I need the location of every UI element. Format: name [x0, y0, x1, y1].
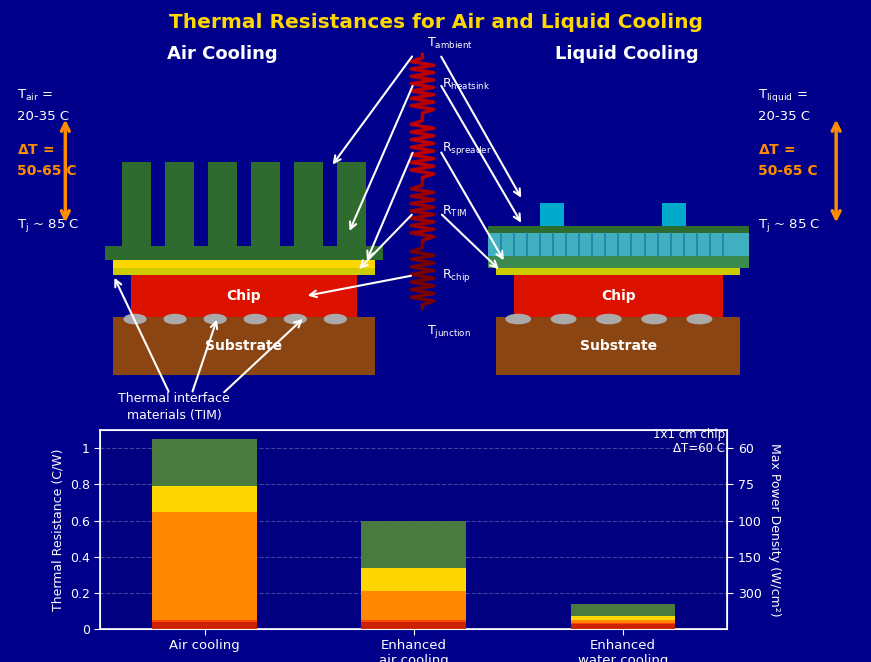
Ellipse shape — [642, 314, 666, 324]
Bar — [165, 162, 193, 246]
Bar — [496, 317, 740, 375]
Ellipse shape — [551, 314, 576, 324]
Text: R$_{\rm chip}$: R$_{\rm chip}$ — [442, 267, 470, 284]
Ellipse shape — [597, 314, 621, 324]
Bar — [294, 162, 323, 246]
Bar — [571, 622, 675, 624]
Text: Chip: Chip — [226, 289, 261, 303]
Text: Thermal interface
materials (TIM): Thermal interface materials (TIM) — [118, 392, 230, 422]
Bar — [361, 620, 466, 622]
Bar — [105, 246, 383, 260]
Text: T$_{\rm liquid}$ =: T$_{\rm liquid}$ = — [758, 87, 807, 105]
Text: Substrate: Substrate — [206, 339, 282, 353]
Bar — [488, 256, 749, 267]
Bar — [571, 604, 675, 616]
Text: 20-35 C: 20-35 C — [17, 111, 70, 123]
Y-axis label: Max Power Density (W/cm²): Max Power Density (W/cm²) — [768, 443, 781, 616]
Text: ΔT=60 C: ΔT=60 C — [673, 442, 726, 455]
Bar — [496, 267, 740, 275]
Text: R$_{\rm spreader}$: R$_{\rm spreader}$ — [442, 140, 491, 156]
Bar — [152, 487, 257, 512]
Text: Thermal Resistances for Air and Liquid Cooling: Thermal Resistances for Air and Liquid C… — [168, 13, 703, 32]
Ellipse shape — [164, 314, 186, 324]
Text: 50-65 C: 50-65 C — [17, 164, 77, 178]
Y-axis label: Thermal Resistance (C/W): Thermal Resistance (C/W) — [51, 448, 64, 611]
Bar — [361, 591, 466, 620]
Bar — [152, 440, 257, 487]
Text: T$_{\rm j}$ ~ 85 C: T$_{\rm j}$ ~ 85 C — [17, 216, 80, 234]
Text: 50-65 C: 50-65 C — [758, 164, 817, 178]
Bar — [488, 226, 749, 233]
Text: R$_{\rm heatsink}$: R$_{\rm heatsink}$ — [442, 77, 490, 92]
Text: R$_{\rm TIM}$: R$_{\rm TIM}$ — [442, 205, 467, 219]
Text: T$_{\rm ambient}$: T$_{\rm ambient}$ — [427, 36, 473, 52]
Ellipse shape — [204, 314, 226, 324]
Bar — [361, 520, 466, 567]
Bar — [208, 162, 237, 246]
Bar — [361, 567, 466, 591]
Ellipse shape — [506, 314, 530, 324]
Bar — [571, 616, 675, 620]
Bar — [113, 267, 375, 275]
Bar — [514, 275, 723, 317]
Ellipse shape — [284, 314, 306, 324]
Ellipse shape — [687, 314, 712, 324]
Text: T$_{\rm junction}$: T$_{\rm junction}$ — [427, 323, 471, 340]
Text: 20-35 C: 20-35 C — [758, 111, 810, 123]
Bar — [152, 512, 257, 620]
Bar — [361, 622, 466, 629]
Text: T$_{\rm j}$ ~ 85 C: T$_{\rm j}$ ~ 85 C — [758, 216, 820, 234]
Ellipse shape — [124, 314, 146, 324]
Bar — [113, 317, 375, 375]
Text: $\bf{\Delta}$T =: $\bf{\Delta}$T = — [758, 143, 795, 157]
Bar — [540, 203, 564, 226]
Bar — [122, 162, 151, 246]
Ellipse shape — [324, 314, 347, 324]
Text: $\bf{\Delta}$T =: $\bf{\Delta}$T = — [17, 143, 55, 157]
Bar — [337, 162, 366, 246]
Bar — [113, 260, 375, 267]
Ellipse shape — [244, 314, 267, 324]
Bar — [152, 620, 257, 622]
Text: T$_{\rm air}$ =: T$_{\rm air}$ = — [17, 88, 54, 103]
Bar — [251, 162, 280, 246]
Bar — [488, 233, 749, 256]
Text: Liquid Cooling: Liquid Cooling — [556, 45, 699, 63]
Text: Air Cooling: Air Cooling — [166, 45, 278, 63]
Bar — [131, 275, 357, 317]
Bar — [571, 620, 675, 622]
Text: 1x1 cm chip: 1x1 cm chip — [653, 428, 726, 441]
Bar — [662, 203, 686, 226]
Text: Substrate: Substrate — [580, 339, 657, 353]
Bar — [571, 624, 675, 629]
Text: Chip: Chip — [601, 289, 636, 303]
Bar — [152, 622, 257, 629]
